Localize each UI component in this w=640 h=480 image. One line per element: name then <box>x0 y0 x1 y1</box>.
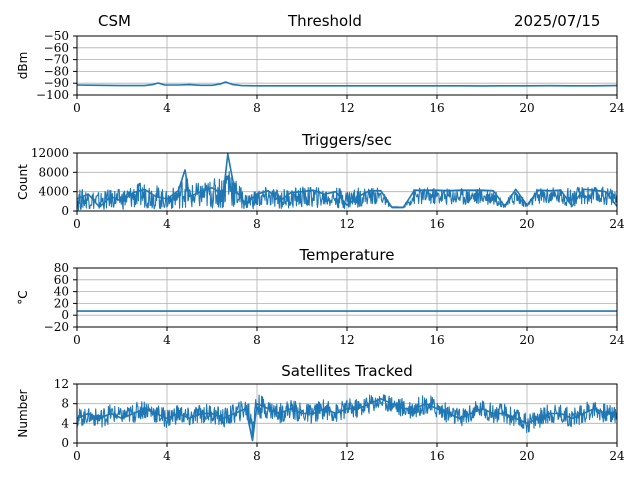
panel-title: Temperature <box>298 246 394 264</box>
x-tick-label: 4 <box>163 449 171 463</box>
x-tick-label: 16 <box>429 333 444 347</box>
y-tick-label: −50 <box>44 29 69 43</box>
x-tick-label: 0 <box>73 333 81 347</box>
series-noise-band <box>76 394 618 438</box>
panel-title: Satellites Tracked <box>281 362 412 380</box>
header-date: 2025/07/15 <box>514 12 601 30</box>
x-tick-label: 20 <box>519 217 534 231</box>
x-tick-label: 20 <box>519 101 534 115</box>
y-tick-label: 8000 <box>38 165 69 179</box>
x-tick-label: 12 <box>339 333 354 347</box>
x-tick-label: 8 <box>253 333 261 347</box>
series-line <box>76 398 617 442</box>
y-tick-label: 60 <box>54 273 69 287</box>
y-tick-label: −80 <box>44 64 69 78</box>
x-tick-label: 24 <box>609 217 625 231</box>
y-tick-label: −100 <box>36 88 69 102</box>
y-tick-label: 4000 <box>38 185 69 199</box>
series-line <box>76 81 618 87</box>
x-tick-label: 0 <box>73 217 81 231</box>
y-tick-label: 80 <box>54 261 69 275</box>
x-tick-label: 0 <box>73 101 81 115</box>
x-tick-label: 4 <box>163 101 171 115</box>
panel-threshold: 0 4 8 12 16 20 24 −100−90−80−70−60−50 dBm <box>16 29 625 115</box>
panel-satellites: 0 4 8 12 16 20 24 0 4 8 12 Number Satellites Tracked <box>16 362 625 463</box>
y-tick-label: −70 <box>44 53 69 67</box>
x-tick-label: 24 <box>609 333 625 347</box>
y-tick-label: 12000 <box>31 146 69 160</box>
series-line <box>76 153 618 209</box>
header-station: CSM <box>98 12 131 30</box>
x-tick-label: 8 <box>253 217 261 231</box>
y-tick-label: 0 <box>61 436 69 450</box>
y-tick-label: 0 <box>61 308 69 322</box>
x-tick-label: 20 <box>519 449 534 463</box>
y-tick-label: 8 <box>61 397 69 411</box>
x-tick-label: 0 <box>73 449 81 463</box>
x-tick-label: 12 <box>339 101 354 115</box>
y-axis-label: °C <box>16 290 30 304</box>
x-tick-label: 16 <box>429 449 444 463</box>
x-tick-label: 12 <box>339 217 354 231</box>
x-tick-label: 4 <box>163 333 171 347</box>
y-tick-label: −60 <box>44 41 69 55</box>
x-tick-label: 4 <box>163 217 171 231</box>
x-tick-label: 8 <box>253 449 261 463</box>
x-tick-label: 8 <box>253 101 261 115</box>
x-tick-label: 16 <box>429 217 444 231</box>
header-threshold-title: Threshold <box>288 12 362 30</box>
x-tick-label: 24 <box>609 101 625 115</box>
y-tick-label: 4 <box>61 416 69 430</box>
x-tick-label: 24 <box>609 449 625 463</box>
panel-title: Triggers/sec <box>301 131 392 149</box>
y-axis-label: Number <box>16 389 30 437</box>
x-tick-label: 12 <box>339 449 354 463</box>
y-tick-label: 12 <box>54 377 69 391</box>
y-axis-label: dBm <box>16 52 30 80</box>
x-tick-label: 16 <box>429 101 444 115</box>
y-axis-label: Count <box>16 164 30 200</box>
x-tick-label: 20 <box>519 333 534 347</box>
y-tick-label: −20 <box>44 320 69 334</box>
y-tick-label: −90 <box>44 76 69 90</box>
y-tick-label: 0 <box>61 204 69 218</box>
y-tick-label: 40 <box>54 285 69 299</box>
y-tick-label: 20 <box>54 296 69 310</box>
